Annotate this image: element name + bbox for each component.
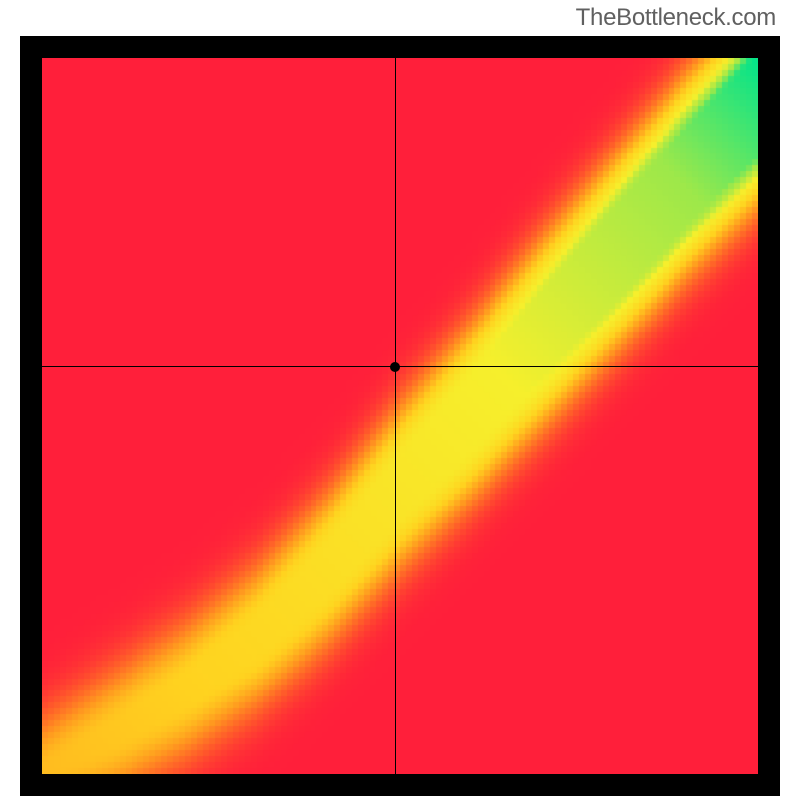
heatmap-canvas [42,58,758,774]
crosshair-vertical [395,58,396,774]
chart-container: TheBottleneck.com [0,0,800,800]
heatmap-area [42,58,758,774]
plot-frame [20,36,780,796]
watermark-text: TheBottleneck.com [576,4,776,32]
